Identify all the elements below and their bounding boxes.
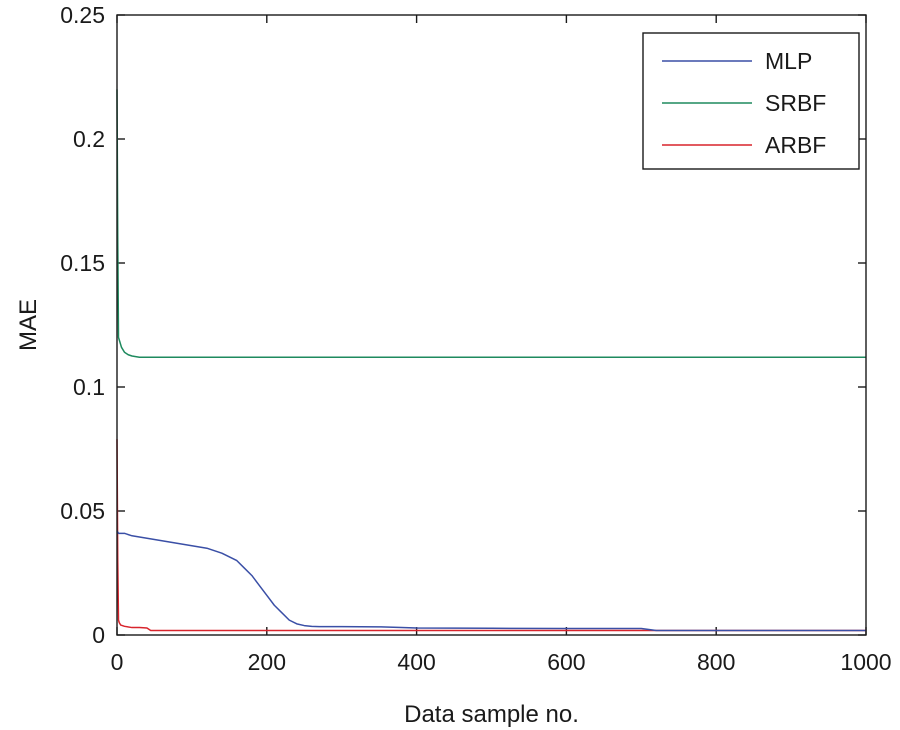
y-tick-label: 0.1: [73, 374, 105, 400]
legend: MLP SRBF ARBF: [642, 32, 860, 170]
legend-label-srbf: SRBF: [765, 90, 826, 116]
series-line-srbf: [116, 89, 866, 358]
x-tick-labels: 0 200 400 600 800 1000: [111, 649, 892, 675]
y-tick-label: 0.15: [60, 250, 105, 276]
legend-label-arbf: ARBF: [765, 132, 826, 158]
x-tick-label: 200: [248, 649, 286, 675]
series-line-mlp: [116, 530, 866, 632]
x-tick-label: 600: [547, 649, 585, 675]
series-lines: [116, 89, 866, 632]
x-tick-label: 1000: [840, 649, 891, 675]
y-tick-label: 0.25: [60, 2, 105, 28]
x-tick-label: 800: [697, 649, 735, 675]
y-tick-label: 0.2: [73, 126, 105, 152]
y-tick-label: 0.05: [60, 498, 105, 524]
x-tick-label: 0: [111, 649, 124, 675]
y-tick-label: 0: [92, 622, 105, 648]
x-tick-label: 400: [397, 649, 435, 675]
series-line-arbf: [116, 439, 866, 632]
legend-box: [642, 32, 860, 170]
plot-frame: [116, 14, 867, 636]
y-tick-labels: 0 0.05 0.1 0.15 0.2 0.25: [60, 2, 105, 648]
x-axis-title: Data sample no.: [404, 701, 579, 728]
legend-label-mlp: MLP: [765, 48, 812, 74]
y-axis-title: MAE: [15, 299, 42, 351]
